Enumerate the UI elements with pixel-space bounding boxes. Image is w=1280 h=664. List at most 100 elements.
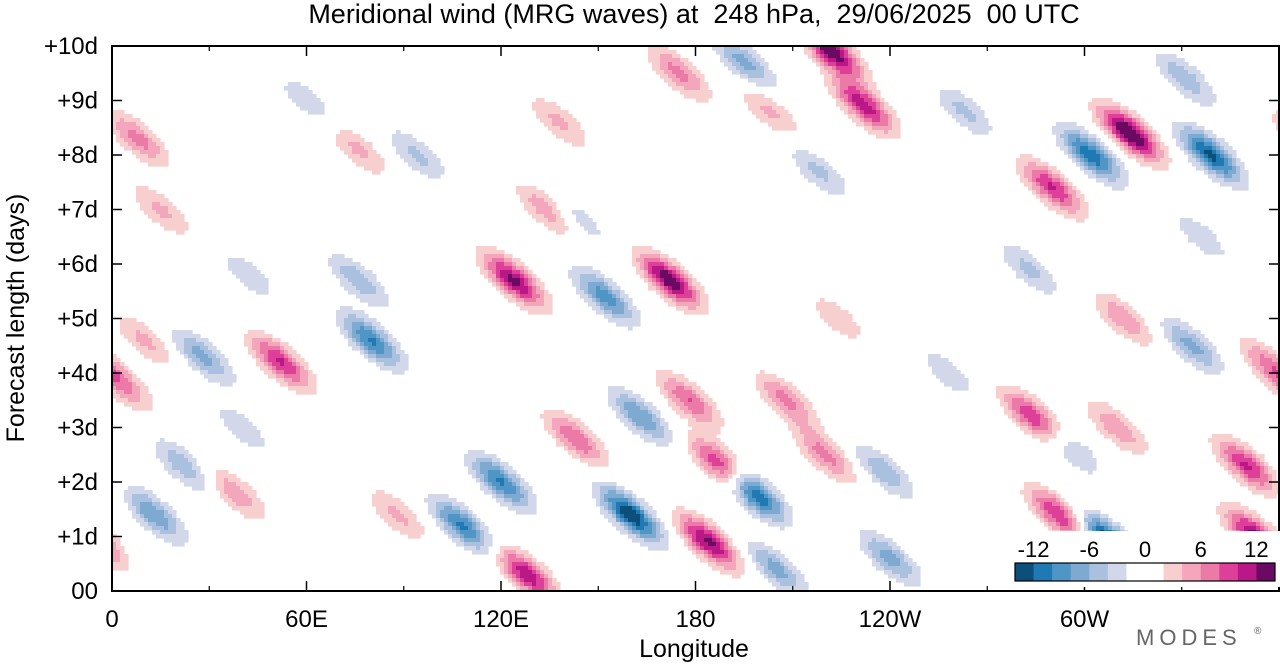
field-cell bbox=[1184, 358, 1197, 363]
field-cell bbox=[628, 526, 633, 531]
field-cell bbox=[1216, 146, 1221, 151]
field-cell bbox=[340, 266, 357, 271]
field-cell bbox=[784, 418, 793, 423]
brand-registered-mark: ® bbox=[1254, 626, 1262, 637]
field-cell bbox=[476, 522, 481, 527]
field-cell bbox=[292, 354, 301, 359]
field-cell bbox=[520, 294, 533, 299]
field-cell bbox=[648, 46, 669, 51]
field-cell bbox=[640, 542, 669, 547]
field-cell bbox=[536, 282, 545, 287]
field-cell bbox=[908, 562, 917, 567]
field-cell bbox=[828, 58, 837, 63]
field-cell bbox=[720, 446, 729, 451]
field-cell bbox=[600, 286, 609, 291]
field-cell bbox=[1004, 246, 1021, 251]
field-cell bbox=[1224, 162, 1229, 167]
field-cell bbox=[816, 54, 821, 59]
field-cell bbox=[488, 274, 497, 279]
field-cell bbox=[524, 206, 537, 211]
field-cell bbox=[168, 522, 177, 527]
field-cell bbox=[1068, 134, 1081, 139]
field-cell bbox=[1068, 154, 1073, 159]
field-cell bbox=[652, 62, 661, 67]
field-cell bbox=[1044, 406, 1049, 411]
field-cell bbox=[192, 346, 201, 351]
field-cell bbox=[736, 562, 745, 567]
field-cell bbox=[772, 398, 781, 403]
field-cell bbox=[640, 274, 645, 279]
field-cell bbox=[212, 350, 221, 355]
field-cell bbox=[1240, 178, 1249, 183]
field-cell bbox=[1008, 414, 1013, 419]
field-cell bbox=[772, 502, 781, 507]
field-cell bbox=[144, 210, 157, 215]
field-cell bbox=[516, 474, 521, 479]
field-cell bbox=[1012, 414, 1021, 419]
field-cell bbox=[888, 118, 893, 123]
field-cell bbox=[476, 458, 493, 463]
field-cell bbox=[1028, 162, 1037, 167]
field-cell bbox=[668, 262, 673, 267]
field-cell bbox=[832, 82, 841, 87]
field-cell bbox=[1236, 162, 1245, 167]
field-cell bbox=[384, 518, 397, 523]
field-cell bbox=[112, 374, 121, 379]
field-cell bbox=[340, 326, 345, 331]
field-cell bbox=[1092, 118, 1101, 123]
field-cell bbox=[604, 498, 609, 503]
field-cell bbox=[384, 338, 389, 343]
field-cell bbox=[876, 474, 901, 479]
field-cell bbox=[1140, 162, 1169, 167]
field-cell bbox=[640, 262, 645, 267]
field-cell bbox=[388, 342, 393, 347]
field-cell bbox=[1100, 154, 1105, 159]
field-cell bbox=[976, 118, 989, 123]
field-cell bbox=[332, 270, 341, 275]
field-cell bbox=[480, 478, 485, 483]
field-cell bbox=[1216, 454, 1221, 459]
field-cell bbox=[796, 438, 805, 443]
field-cell bbox=[1068, 506, 1073, 511]
field-cell bbox=[1276, 126, 1279, 131]
field-cell bbox=[1060, 526, 1073, 531]
field-cell bbox=[592, 298, 597, 303]
field-cell bbox=[484, 490, 493, 495]
field-cell bbox=[644, 258, 661, 263]
field-cell bbox=[1208, 158, 1213, 163]
field-cell bbox=[184, 482, 205, 487]
field-cell bbox=[224, 370, 233, 375]
field-cell bbox=[1276, 110, 1279, 115]
field-cell bbox=[1084, 154, 1101, 159]
field-cell bbox=[608, 490, 617, 495]
field-cell bbox=[544, 578, 549, 583]
field-cell bbox=[836, 86, 841, 91]
field-cell bbox=[476, 478, 481, 483]
field-cell bbox=[1196, 342, 1205, 347]
field-cell bbox=[720, 538, 725, 543]
field-cell bbox=[1072, 142, 1089, 147]
field-cell bbox=[704, 438, 721, 443]
colorbar-swatch bbox=[1107, 563, 1127, 581]
field-cell bbox=[696, 530, 705, 535]
field-cell bbox=[652, 278, 657, 283]
field-cell bbox=[776, 390, 785, 395]
field-cell bbox=[668, 398, 673, 403]
field-cell bbox=[1004, 406, 1009, 411]
field-cell bbox=[360, 290, 377, 295]
field-cell bbox=[1244, 446, 1253, 451]
field-cell bbox=[676, 386, 685, 391]
field-cell bbox=[520, 282, 525, 287]
field-cell bbox=[1108, 518, 1113, 523]
field-cell bbox=[764, 486, 769, 491]
field-cell bbox=[1060, 174, 1065, 179]
field-cell bbox=[1096, 166, 1109, 171]
field-cell bbox=[1092, 518, 1101, 523]
field-cell bbox=[552, 130, 585, 135]
field-cell bbox=[1116, 302, 1129, 307]
field-cell bbox=[528, 566, 533, 571]
field-cell bbox=[1188, 238, 1217, 243]
field-cell bbox=[1124, 118, 1133, 123]
field-cell bbox=[1112, 126, 1117, 131]
field-cell bbox=[680, 530, 685, 535]
